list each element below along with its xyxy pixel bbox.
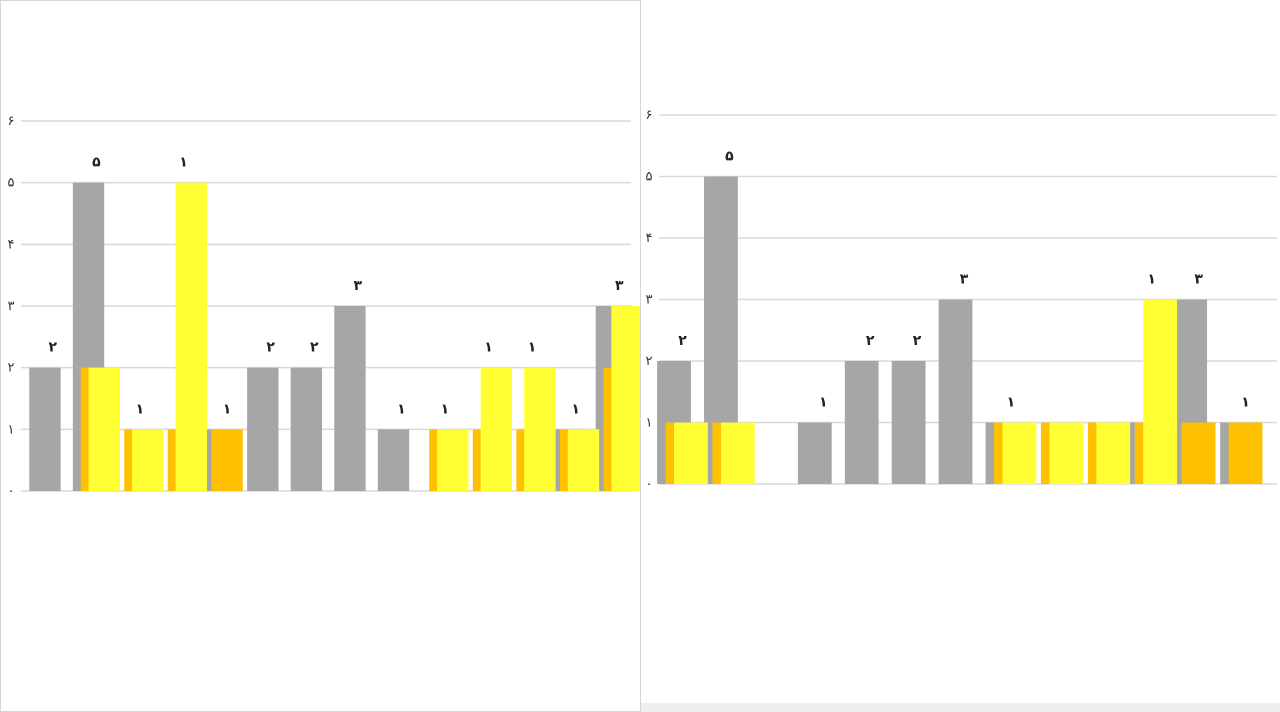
y-tick-label: ۵ bbox=[646, 170, 653, 185]
bar bbox=[1002, 422, 1037, 484]
chart-panel-right: ۰ ۱ ۲ ۳ ۴ ۵ ۶ ۲ ۵ ۱ ۲ ۲ ۳ ۱ ۱ ۳ ۱ bbox=[641, 0, 1280, 712]
y-tick-label: ۳ bbox=[8, 299, 15, 314]
bar bbox=[938, 299, 973, 484]
data-label: ۵ bbox=[725, 149, 734, 165]
bar bbox=[1228, 422, 1263, 484]
y-tick-label: ۰ bbox=[8, 484, 15, 499]
bar bbox=[797, 422, 832, 484]
data-label: ۱ bbox=[179, 155, 188, 171]
data-label: ۱ bbox=[441, 401, 450, 417]
data-label: ۵ bbox=[92, 155, 101, 171]
bar bbox=[1143, 299, 1178, 484]
y-tick-label: ۶ bbox=[8, 114, 15, 129]
data-label: ۲ bbox=[678, 333, 687, 349]
bar bbox=[132, 429, 164, 491]
bar bbox=[1049, 422, 1084, 484]
y-tick-label: ۲ bbox=[646, 354, 653, 369]
y-tick-label: ۶ bbox=[646, 108, 653, 123]
y-tick-label: ۴ bbox=[646, 231, 653, 246]
y-tick-label: ۵ bbox=[8, 176, 15, 191]
data-label: ۳ bbox=[354, 278, 363, 294]
data-label: ۲ bbox=[49, 340, 58, 356]
bar bbox=[29, 367, 61, 491]
y-tick-label: ۳ bbox=[646, 293, 653, 308]
data-label: ۱ bbox=[136, 401, 145, 417]
bar bbox=[524, 367, 556, 491]
chart-panel-left: ۰ ۱ ۲ ۳ ۴ ۵ ۶ ۲ ۵ ۱ ۱ ۱ ۲ ۲ ۳ ۱ ۱ ۱ ۱ ۱ ۳ bbox=[0, 0, 641, 712]
data-label: ۲ bbox=[866, 333, 875, 349]
data-label: ۱ bbox=[1007, 395, 1016, 411]
bar bbox=[377, 429, 410, 491]
data-label: ۲ bbox=[913, 333, 922, 349]
data-label: ۳ bbox=[960, 272, 969, 288]
bar bbox=[88, 367, 120, 491]
bar bbox=[1181, 422, 1216, 484]
y-tick-label: ۱ bbox=[646, 416, 653, 431]
data-label: ۳ bbox=[615, 278, 624, 294]
data-label: ۳ bbox=[1194, 272, 1203, 288]
bar bbox=[175, 182, 208, 491]
data-label: ۱ bbox=[819, 395, 828, 411]
data-label: ۱ bbox=[528, 340, 537, 356]
bar bbox=[1096, 422, 1131, 484]
data-label: ۱ bbox=[571, 401, 580, 417]
y-tick-label: ۰ bbox=[646, 477, 653, 492]
bar bbox=[891, 361, 926, 484]
bar bbox=[844, 361, 879, 484]
window-bottom-strip bbox=[641, 703, 1280, 712]
y-tick-label: ۱ bbox=[8, 422, 15, 437]
y-tick-label: ۲ bbox=[8, 361, 15, 376]
chart-left: ۰ ۱ ۲ ۳ ۴ ۵ ۶ ۲ ۵ ۱ ۱ ۱ ۲ ۲ ۳ ۱ ۱ ۱ ۱ ۱ ۳ bbox=[8, 114, 640, 499]
bar bbox=[334, 306, 366, 491]
bar bbox=[211, 429, 243, 491]
bar bbox=[567, 429, 600, 491]
data-label: ۱ bbox=[1147, 272, 1156, 288]
chart-right: ۰ ۱ ۲ ۳ ۴ ۵ ۶ ۲ ۵ ۱ ۲ ۲ ۳ ۱ ۱ ۳ ۱ bbox=[646, 108, 1277, 492]
data-label: ۱ bbox=[397, 401, 406, 417]
data-label: ۱ bbox=[223, 401, 232, 417]
data-label: ۱ bbox=[1241, 395, 1250, 411]
data-label: ۲ bbox=[266, 340, 275, 356]
data-label: ۲ bbox=[310, 340, 319, 356]
bar bbox=[674, 422, 708, 484]
bar bbox=[247, 367, 279, 491]
bar bbox=[290, 367, 323, 491]
bar bbox=[437, 429, 469, 491]
bar bbox=[611, 306, 640, 491]
y-tick-label: ۴ bbox=[8, 237, 15, 252]
data-label: ۱ bbox=[484, 340, 493, 356]
bar bbox=[480, 367, 513, 491]
bar bbox=[720, 422, 755, 484]
